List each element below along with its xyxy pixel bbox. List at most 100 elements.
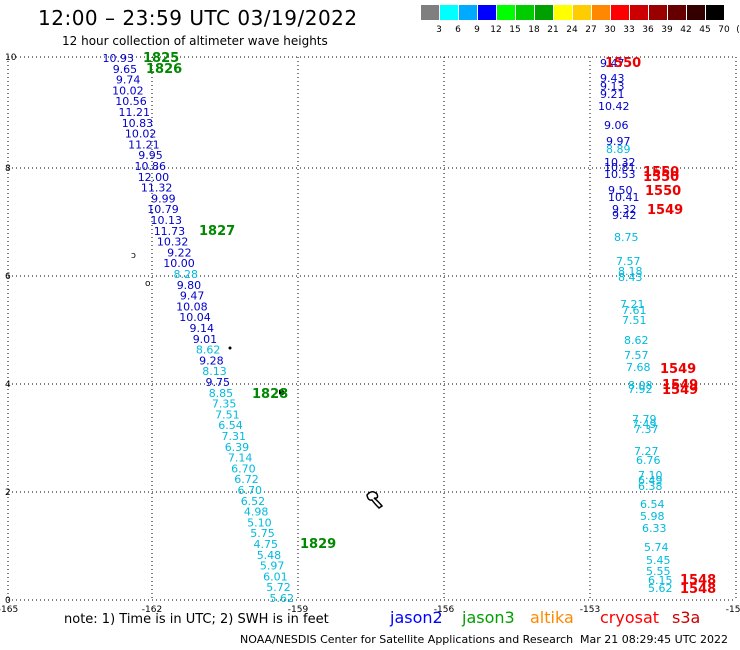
color-scale-label: 42 [680, 25, 692, 35]
wave-height-value: 10.41 [608, 191, 640, 204]
wave-height-value: 6.54 [640, 498, 665, 511]
wave-height-value: 8.89 [606, 143, 631, 156]
wave-height-value: 7.92 [628, 383, 653, 396]
wave-height-value: 7.68 [626, 361, 651, 374]
wave-height-value: 9.22 [167, 246, 192, 259]
wave-height-value: 10.93 [103, 52, 135, 65]
color-swatch [535, 5, 554, 20]
pass-time-label: 1549 [647, 203, 683, 218]
wave-height-value: 11.21 [128, 138, 160, 151]
wave-height-value: 6.76 [636, 454, 661, 467]
pass-time-label: 1549 [662, 378, 698, 393]
color-swatch [687, 5, 706, 20]
y-tick-label: 8 [5, 164, 11, 174]
pass-time-label: 1549 [660, 362, 696, 377]
satellite-legend-item: jason2 [390, 608, 443, 627]
wave-height-value: 8.08 [628, 379, 653, 392]
wave-height-value: 5.74 [644, 541, 669, 554]
color-swatch [421, 5, 440, 20]
x-tick-label: -156 [434, 605, 455, 615]
wave-height-value: 6.33 [642, 522, 667, 535]
wave-height-value: 9.50 [608, 184, 633, 197]
color-swatch [573, 5, 592, 20]
wave-height-value: 9.06 [604, 119, 629, 132]
wave-height-value: 7.35 [212, 398, 237, 411]
y-tick-label: 10 [5, 53, 17, 63]
color-scale-label: 33 [623, 25, 635, 35]
wave-height-value: 6.54 [218, 419, 243, 432]
wave-height-value: 7.14 [228, 452, 253, 465]
color-scale-label: 9 [474, 25, 480, 35]
wave-height-value: 11.21 [119, 106, 151, 119]
wave-height-value: 8.18 [618, 265, 643, 278]
wave-height-value: 9.32 [612, 203, 637, 216]
wave-height-value: 6.70 [231, 462, 256, 475]
wave-height-value: 9.74 [116, 74, 141, 87]
credit-line: NOAA/NESDIS Center for Satellite Applica… [240, 633, 574, 646]
island-marker: ɔ [131, 251, 136, 261]
wave-height-value: 5.45 [646, 554, 671, 567]
satellite-legend-item: cryosat [600, 608, 660, 627]
color-scale-label: 36 [642, 25, 654, 35]
x-tick-label: -150 [726, 605, 740, 615]
wave-height-value: 7.37 [634, 423, 659, 436]
wave-height-value: 11.32 [141, 182, 173, 195]
wave-height-value: 10.86 [135, 160, 167, 173]
island-marker [279, 389, 285, 396]
wave-height-value: 6.72 [234, 473, 259, 486]
color-swatch [478, 5, 497, 20]
x-tick-label: -153 [580, 605, 600, 615]
pass-time-label: 1550 [643, 165, 679, 180]
wave-height-value: 9.42 [612, 209, 637, 222]
pass-time-label: 1548 [680, 582, 716, 597]
wave-height-value: 9.65 [113, 63, 138, 76]
wave-height-value: 10.53 [604, 168, 636, 181]
color-scale-label: 27 [585, 25, 597, 35]
wave-height-value: 6.70 [238, 484, 263, 497]
land-features: ɔ o [131, 251, 384, 509]
wave-height-value: 9.99 [151, 192, 176, 205]
color-swatch [706, 5, 725, 20]
wave-height-value: 5.62 [270, 592, 295, 605]
satellite-legend-item: s3a [672, 608, 701, 627]
wave-height-value: 8.28 [174, 268, 199, 281]
pass-time-label: 1548 [680, 573, 716, 588]
wave-height-value: 7.79 [632, 413, 657, 426]
wave-height-value: 7.31 [222, 430, 247, 443]
wave-height-value: 7.10 [638, 469, 663, 482]
wave-height-value: 5.55 [646, 565, 671, 578]
wave-height-value: 10.02 [125, 128, 157, 141]
pass-time-label: 1550 [605, 56, 641, 71]
island-marker [228, 346, 232, 350]
wave-height-value: 6.38 [638, 480, 663, 493]
color-swatch [592, 5, 611, 20]
wave-height-value: 6.49 [638, 474, 663, 487]
satellite-legend-item: altika [530, 608, 574, 627]
color-swatch [630, 5, 649, 20]
x-tick-label: -165 [0, 605, 18, 615]
color-swatch [516, 5, 535, 20]
wave-height-value: 5.97 [260, 560, 285, 573]
wave-height-value: 5.75 [250, 527, 275, 540]
wave-height-value: 9.21 [600, 88, 625, 101]
color-scale-label: 39 [661, 25, 673, 35]
wave-height-value: 7.21 [620, 298, 645, 311]
wave-height-value: 9.14 [190, 322, 215, 335]
y-tick-label: 2 [5, 488, 11, 498]
wave-height-value: 9.01 [193, 333, 218, 346]
wave-height-value: 4.75 [254, 538, 279, 551]
wave-height-value: 5.72 [266, 581, 291, 594]
wave-height-value: 7.51 [622, 314, 647, 327]
color-scale-label: (ft) [736, 25, 740, 35]
x-tick-label: -162 [142, 605, 162, 615]
color-scale-label: 21 [547, 25, 559, 35]
pass-time-label: 1826 [146, 62, 182, 77]
satellite-legend-item: jason3 [462, 608, 515, 627]
island-marker [366, 491, 384, 509]
wave-height-value: 9.97 [606, 135, 631, 148]
wave-height-value: 9.47 [600, 57, 625, 70]
pass-time-label: 1550 [645, 184, 681, 199]
wave-height-value: 5.62 [648, 582, 673, 595]
wave-height-value: 8.75 [614, 231, 639, 244]
